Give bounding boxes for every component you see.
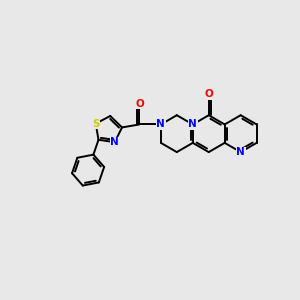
- Text: O: O: [204, 89, 213, 99]
- Text: N: N: [236, 147, 245, 157]
- Text: S: S: [92, 118, 100, 129]
- Text: N: N: [110, 137, 119, 147]
- Text: O: O: [135, 99, 144, 109]
- Text: N: N: [157, 119, 165, 129]
- Text: N: N: [188, 119, 197, 129]
